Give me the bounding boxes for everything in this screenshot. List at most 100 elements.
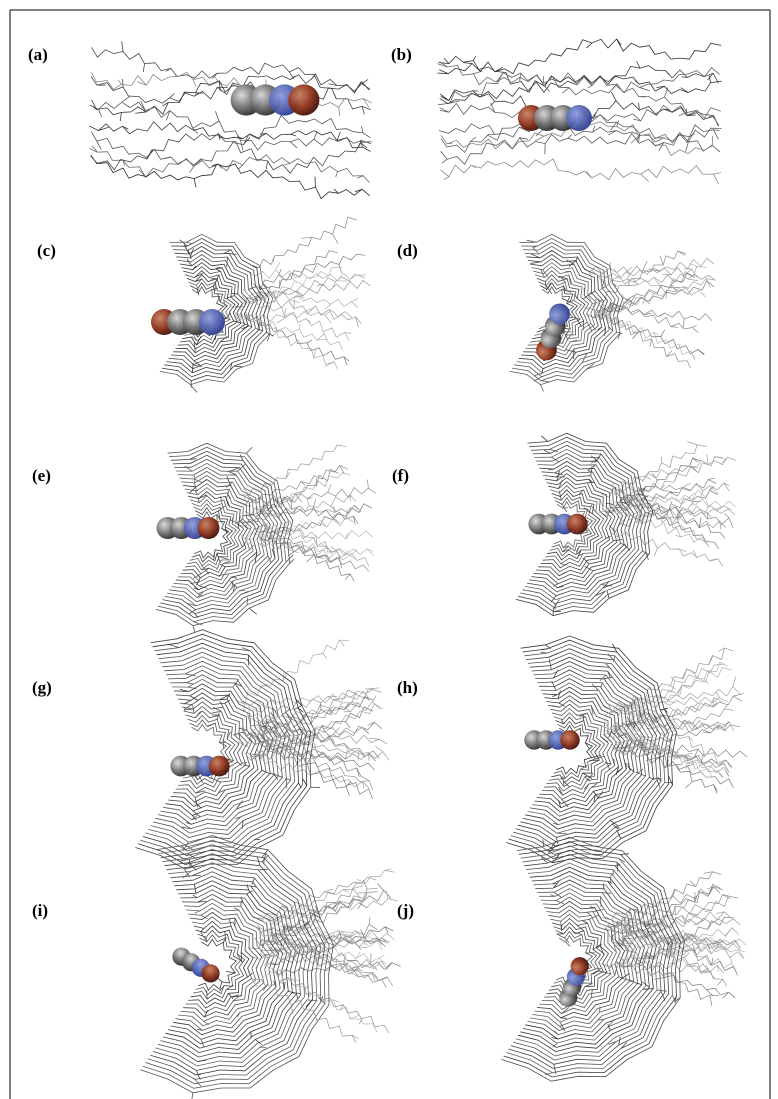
side-chain [313, 348, 317, 358]
panel-label: (a) [28, 45, 48, 64]
side-chain [250, 752, 258, 761]
side-chain [615, 939, 623, 948]
side-chain [586, 772, 594, 781]
side-chain [712, 941, 724, 945]
side-chain [306, 554, 315, 563]
molecule-panel [505, 635, 748, 864]
bond-chain [178, 705, 244, 794]
side-chain [189, 486, 197, 494]
side-chain [616, 745, 618, 753]
bond-chain [155, 665, 282, 834]
side-chain [622, 973, 630, 979]
bond-chain [613, 482, 730, 493]
bond-chain [188, 920, 254, 1009]
side-chain [316, 333, 325, 341]
side-chain [441, 158, 448, 164]
side-chain [331, 546, 337, 552]
bond-chain [515, 432, 654, 617]
side-chain [680, 87, 689, 93]
bond-chain [171, 470, 267, 599]
side-chain [714, 456, 722, 458]
side-chain [568, 260, 577, 267]
bond-chain [173, 696, 253, 803]
side-chain [306, 994, 311, 1001]
bond-chain [191, 507, 234, 563]
side-chain [220, 563, 226, 568]
side-chain [653, 923, 661, 933]
panel-label: (h) [397, 678, 418, 697]
side-chain [248, 607, 257, 615]
side-chain [561, 1007, 570, 1014]
side-chain [703, 678, 709, 685]
side-chain [713, 129, 720, 131]
side-chain [292, 731, 296, 742]
side-chain [630, 135, 639, 144]
side-chain [226, 731, 231, 740]
bond-chain [168, 687, 261, 812]
side-chain [670, 326, 678, 328]
bond-chain [247, 269, 366, 282]
side-chain [597, 510, 605, 514]
bond-chain [610, 663, 725, 716]
side-chain [184, 868, 190, 878]
bond-chain [150, 853, 318, 1076]
side-chain [197, 900, 207, 903]
side-chain [243, 514, 254, 517]
side-chain [207, 722, 216, 727]
bond-chain [242, 493, 341, 559]
bond-chain [170, 254, 255, 366]
side-chain [236, 800, 243, 810]
side-chain [622, 944, 630, 947]
side-chain [542, 839, 545, 847]
side-chain [611, 91, 617, 101]
bond-chain [529, 888, 637, 1031]
side-chain [375, 937, 386, 943]
side-chain [716, 965, 719, 972]
side-chain [588, 478, 594, 483]
side-chain [214, 334, 217, 341]
side-chain [691, 947, 700, 949]
side-chain [354, 188, 363, 193]
bond-chain [256, 717, 380, 759]
side-chain [333, 727, 341, 735]
side-chain [215, 268, 221, 272]
side-chain [332, 281, 336, 288]
side-chain [671, 712, 682, 717]
side-chain [176, 636, 183, 640]
bond-chain [591, 270, 706, 297]
side-chain [246, 884, 249, 891]
bond-chain [615, 725, 718, 794]
side-chain [582, 772, 593, 779]
bond-chain [600, 500, 708, 545]
side-chain [254, 553, 261, 558]
bond-chain [182, 274, 236, 346]
side-chain [322, 331, 328, 341]
side-chain [640, 173, 649, 182]
side-chain [241, 761, 248, 764]
side-chain [286, 745, 290, 751]
side-chain [725, 966, 734, 971]
side-chain [604, 328, 606, 336]
side-chain [716, 979, 724, 986]
side-chain [218, 556, 229, 560]
side-chain [682, 482, 691, 488]
bond-chain [250, 216, 357, 269]
side-chain [258, 284, 261, 291]
side-chain [683, 527, 686, 533]
side-chain [544, 281, 547, 291]
side-chain [552, 854, 560, 863]
side-chain [375, 745, 384, 752]
side-chain [634, 963, 646, 967]
side-chain [240, 139, 244, 151]
bond-chain [175, 262, 247, 358]
bond-chain [245, 311, 348, 366]
side-chain [566, 299, 574, 304]
side-chain [197, 1059, 207, 1062]
side-chain [561, 504, 568, 513]
side-chain [722, 991, 729, 999]
panel-label: (b) [391, 45, 412, 64]
bond-chain [600, 273, 716, 287]
bond-chain [264, 889, 392, 922]
side-chain [361, 727, 369, 734]
side-chain [605, 663, 610, 668]
